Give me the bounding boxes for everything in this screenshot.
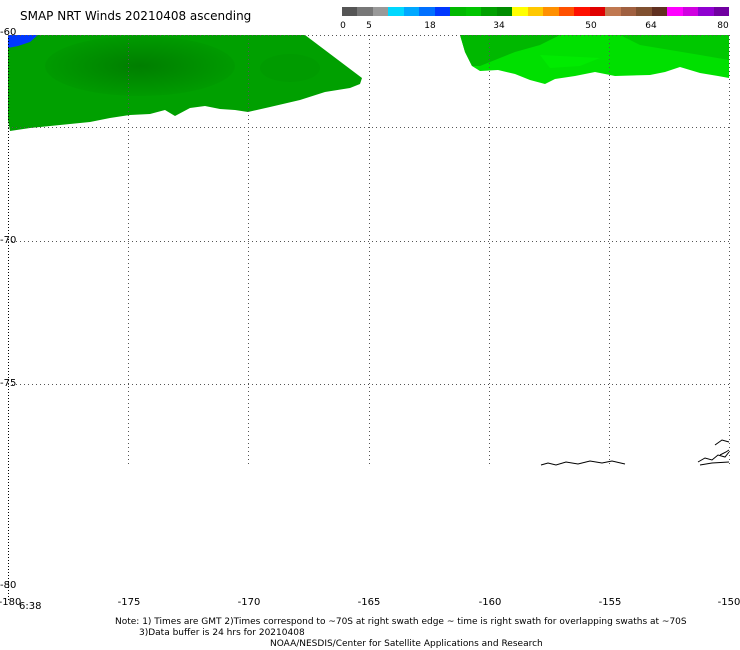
colorbar-segment <box>558 7 575 16</box>
colorbar-tick-label: 0 <box>340 21 346 31</box>
colorbar-segment <box>388 7 405 16</box>
note-line-1: Note: 1) Times are GMT 2)Times correspon… <box>115 617 687 627</box>
colorbar-segment <box>372 7 389 16</box>
lat-label-75: -75 <box>0 378 17 389</box>
colorbar-segment <box>481 7 498 16</box>
lon-label-165: -165 <box>357 597 381 608</box>
colorbar-segment <box>682 7 699 16</box>
swath-time-label: 6:38 <box>19 601 42 612</box>
colorbar-tick-label: 64 <box>645 21 657 31</box>
lon-label-170: -170 <box>237 597 261 608</box>
note-line-3: NOAA/NESDIS/Center for Satellite Applica… <box>270 639 543 649</box>
lon-label-155: -155 <box>598 597 622 608</box>
colorbar-segment <box>434 7 451 16</box>
lat-label-60: -60 <box>0 27 17 38</box>
colorbar-segment <box>403 7 420 16</box>
lon-label-160: -160 <box>478 597 502 608</box>
colorbar-segment <box>667 7 684 16</box>
colorbar-segment <box>357 7 374 16</box>
lon-label-180: -180 <box>0 597 22 608</box>
note-line-2: 3)Data buffer is 24 hrs for 20210408 <box>139 628 305 638</box>
colorbar-segment <box>713 7 730 16</box>
colorbar-segment <box>342 7 358 16</box>
coastline <box>540 439 730 466</box>
colorbar-segment <box>620 7 637 16</box>
colorbar-segment <box>512 7 529 16</box>
colorbar-segment <box>651 7 668 16</box>
colorbar-segment <box>496 7 513 16</box>
colorbar-segment <box>543 7 560 16</box>
colorbar-segment <box>636 7 653 16</box>
colorbar-segment <box>465 7 482 16</box>
colorbar-tick-label: 80 <box>717 21 729 31</box>
colorbar-segment <box>698 7 714 16</box>
colorbar-segment <box>574 7 591 16</box>
lat-label-70: -70 <box>0 235 17 246</box>
colorbar-tick-label: 34 <box>493 21 505 31</box>
lon-label-150: -150 <box>717 597 740 608</box>
colorbar-segment <box>419 7 436 16</box>
colorbar-tick-label: 18 <box>424 21 436 31</box>
colorbar-segment <box>450 7 467 16</box>
colorbar-segment <box>605 7 622 16</box>
colorbar-tick-label: 5 <box>366 21 372 31</box>
colorbar-segment <box>589 7 606 16</box>
wind-swath-right <box>460 35 729 84</box>
lat-label-80: -80 <box>0 580 17 591</box>
graticule <box>8 35 730 465</box>
colorbar-tick-label: 50 <box>585 21 597 31</box>
map-title: SMAP NRT Winds 20210408 ascending <box>20 9 252 23</box>
lon-label-175: -175 <box>117 597 141 608</box>
wind-swath-left <box>8 35 362 131</box>
colorbar-segment <box>527 7 544 16</box>
